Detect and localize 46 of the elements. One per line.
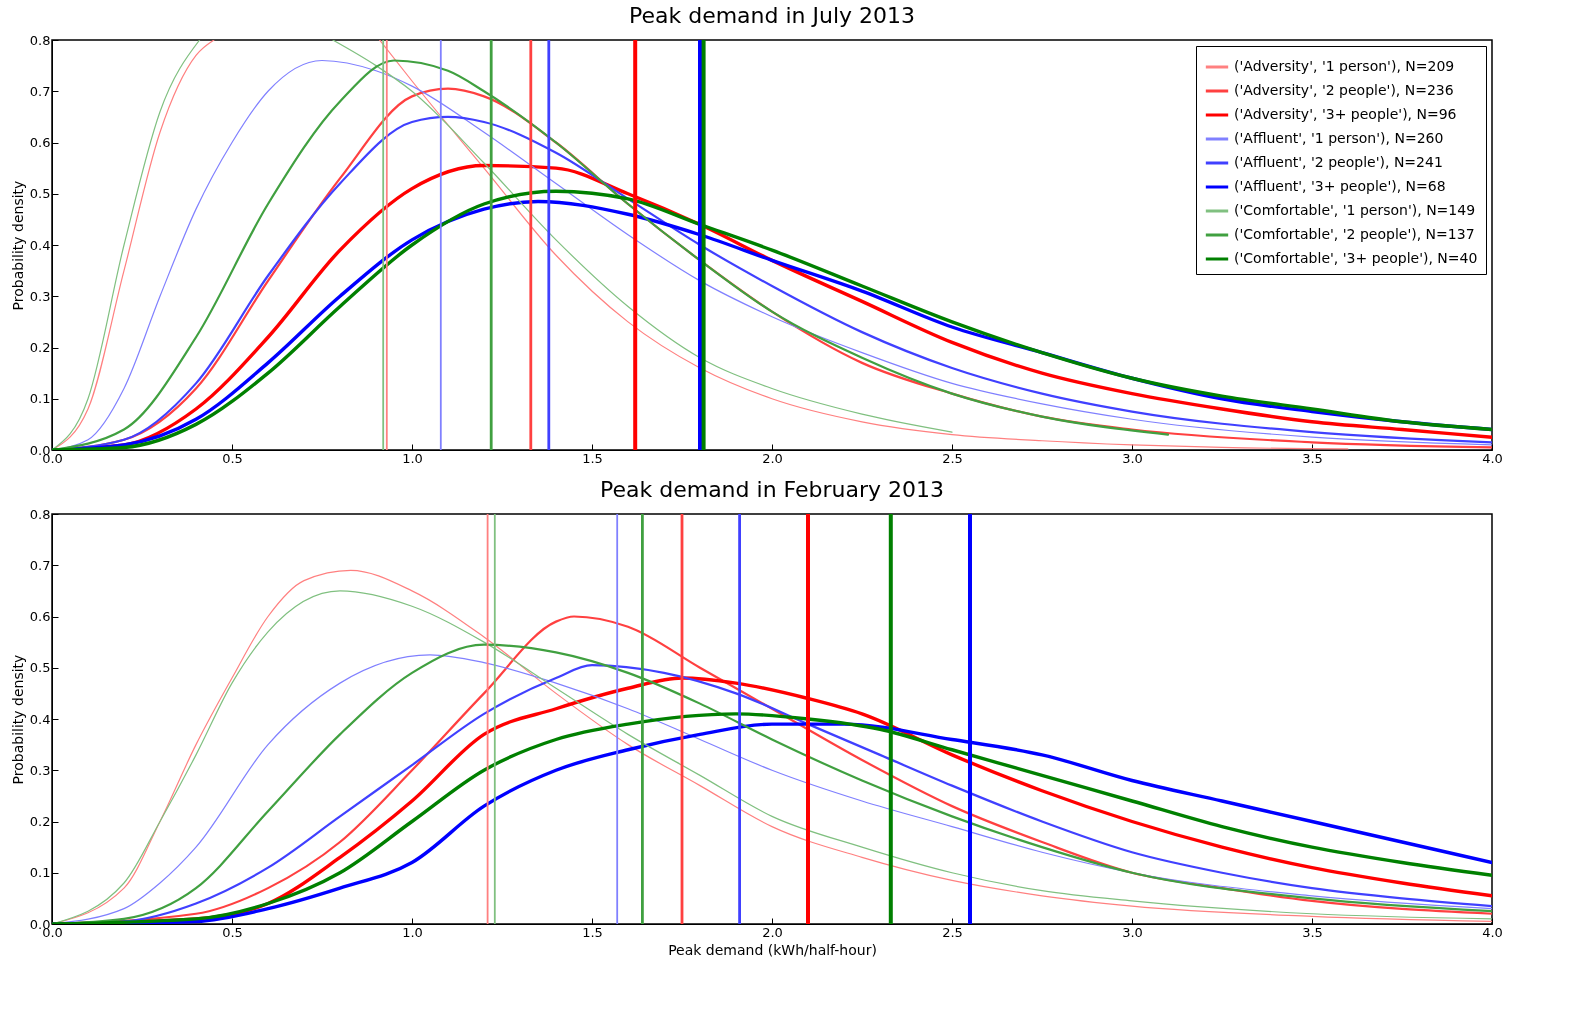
x-tick-label: 3.5: [1302, 924, 1323, 940]
y-tick-label: 0.4: [29, 237, 51, 253]
y-tick-label: 0.5: [29, 660, 51, 676]
y-tick-label: 0.3: [29, 288, 51, 304]
x-tick-label: 4.0: [1482, 924, 1503, 940]
chart-title: Peak demand in February 2013: [599, 477, 945, 502]
y-tick-label: 0.7: [29, 83, 51, 99]
legend-label: ('Adversity', '3+ people'), N=96: [1234, 106, 1457, 122]
x-tick-label: 1.0: [402, 450, 423, 466]
legend-label: ('Affluent', '3+ people'), N=68: [1234, 178, 1446, 194]
x-tick-label: 3.0: [1122, 924, 1143, 940]
x-tick-label: 2.0: [762, 924, 783, 940]
y-tick-label: 0.5: [29, 186, 51, 202]
y-tick-label: 0.4: [29, 711, 51, 727]
x-tick-label: 1.5: [582, 924, 603, 940]
x-tick-label: 3.5: [1302, 450, 1323, 466]
x-tick-label: 3.0: [1122, 450, 1143, 466]
x-axis-title: Peak demand (kWh/half-hour): [668, 941, 877, 958]
y-tick-label: 0.8: [29, 506, 51, 522]
x-tick-label: 4.0: [1482, 450, 1503, 466]
y-tick-label: 0.6: [29, 135, 51, 150]
y-tick-label: 0.3: [29, 762, 51, 778]
x-tick-label: 2.0: [762, 450, 783, 466]
x-tick-label: 1.5: [582, 450, 603, 466]
y-tick-label: 0.2: [29, 340, 51, 355]
legend-label: ('Comfortable', '3+ people'), N=40: [1234, 250, 1478, 266]
legend-label: ('Adversity', '1 person'), N=209: [1234, 58, 1455, 74]
y-tick-label: 0.7: [29, 557, 51, 573]
x-tick-label: 0.5: [222, 450, 243, 466]
legend-label: ('Comfortable', '1 person'), N=149: [1234, 202, 1476, 218]
y-tick-label: 0.1: [29, 391, 51, 407]
x-tick-label: 1.0: [402, 924, 423, 940]
y-axis-title: Probability density: [9, 180, 26, 311]
chart-title: Peak demand in July 2013: [628, 3, 916, 28]
y-tick-label: 0.8: [29, 32, 51, 48]
y-tick-label: 0.1: [29, 865, 51, 881]
legend-label: ('Adversity', '2 people'), N=236: [1234, 82, 1454, 98]
y-axis-title: Probability density: [9, 654, 26, 785]
x-tick-label: 0.5: [222, 924, 243, 940]
legend-label: ('Affluent', '1 person'), N=260: [1234, 130, 1444, 146]
y-tick-label: 0.6: [29, 609, 51, 624]
x-tick-label: 2.5: [942, 924, 963, 940]
x-tick-label: 2.5: [942, 450, 963, 466]
legend-label: ('Comfortable', '2 people'), N=137: [1234, 226, 1475, 242]
legend-label: ('Affluent', '2 people'), N=241: [1234, 154, 1443, 170]
y-tick-label: 0.2: [29, 814, 51, 829]
